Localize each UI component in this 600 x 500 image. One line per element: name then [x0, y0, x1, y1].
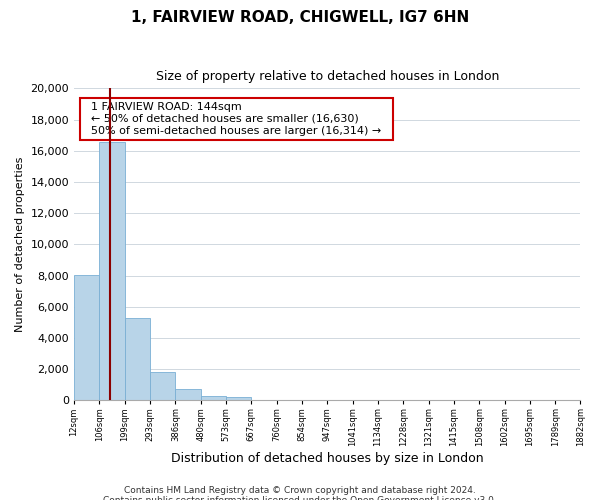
Text: 1 FAIRVIEW ROAD: 144sqm
  ← 50% of detached houses are smaller (16,630)
  50% of: 1 FAIRVIEW ROAD: 144sqm ← 50% of detache…	[84, 102, 388, 136]
Text: 1, FAIRVIEW ROAD, CHIGWELL, IG7 6HN: 1, FAIRVIEW ROAD, CHIGWELL, IG7 6HN	[131, 10, 469, 25]
Bar	[226, 397, 251, 400]
Y-axis label: Number of detached properties: Number of detached properties	[15, 156, 25, 332]
Bar	[100, 142, 125, 400]
Bar	[150, 372, 175, 400]
Text: Contains HM Land Registry data © Crown copyright and database right 2024.: Contains HM Land Registry data © Crown c…	[124, 486, 476, 495]
X-axis label: Distribution of detached houses by size in London: Distribution of detached houses by size …	[171, 452, 484, 465]
Bar	[125, 318, 150, 400]
Bar	[175, 388, 200, 400]
Text: Contains public sector information licensed under the Open Government Licence v3: Contains public sector information licen…	[103, 496, 497, 500]
Bar	[74, 274, 100, 400]
Bar	[200, 396, 226, 400]
Title: Size of property relative to detached houses in London: Size of property relative to detached ho…	[155, 70, 499, 83]
